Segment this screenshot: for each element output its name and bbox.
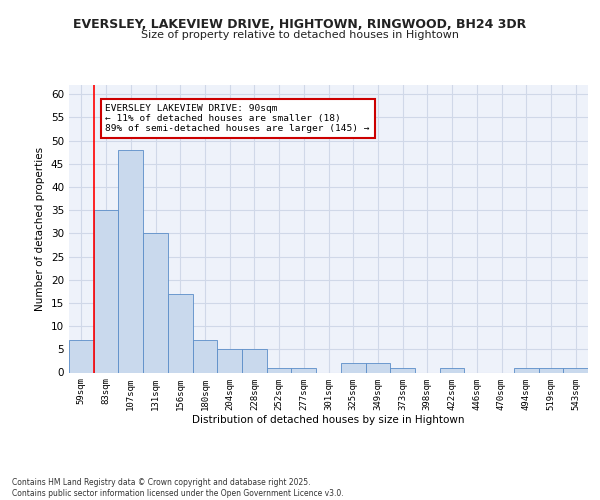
Text: EVERSLEY LAKEVIEW DRIVE: 90sqm
← 11% of detached houses are smaller (18)
89% of : EVERSLEY LAKEVIEW DRIVE: 90sqm ← 11% of … <box>106 104 370 134</box>
Bar <box>563 368 588 372</box>
Bar <box>168 294 193 372</box>
Bar <box>341 363 365 372</box>
Bar <box>390 368 415 372</box>
Bar <box>69 340 94 372</box>
Bar <box>514 368 539 372</box>
Text: Size of property relative to detached houses in Hightown: Size of property relative to detached ho… <box>141 30 459 40</box>
X-axis label: Distribution of detached houses by size in Hightown: Distribution of detached houses by size … <box>192 415 465 425</box>
Bar <box>365 363 390 372</box>
Bar <box>539 368 563 372</box>
Bar <box>242 350 267 372</box>
Y-axis label: Number of detached properties: Number of detached properties <box>35 146 46 311</box>
Bar <box>267 368 292 372</box>
Bar <box>440 368 464 372</box>
Text: Contains HM Land Registry data © Crown copyright and database right 2025.
Contai: Contains HM Land Registry data © Crown c… <box>12 478 344 498</box>
Text: EVERSLEY, LAKEVIEW DRIVE, HIGHTOWN, RINGWOOD, BH24 3DR: EVERSLEY, LAKEVIEW DRIVE, HIGHTOWN, RING… <box>73 18 527 30</box>
Bar <box>118 150 143 372</box>
Bar <box>94 210 118 372</box>
Bar <box>292 368 316 372</box>
Bar <box>217 350 242 372</box>
Bar <box>143 234 168 372</box>
Bar <box>193 340 217 372</box>
